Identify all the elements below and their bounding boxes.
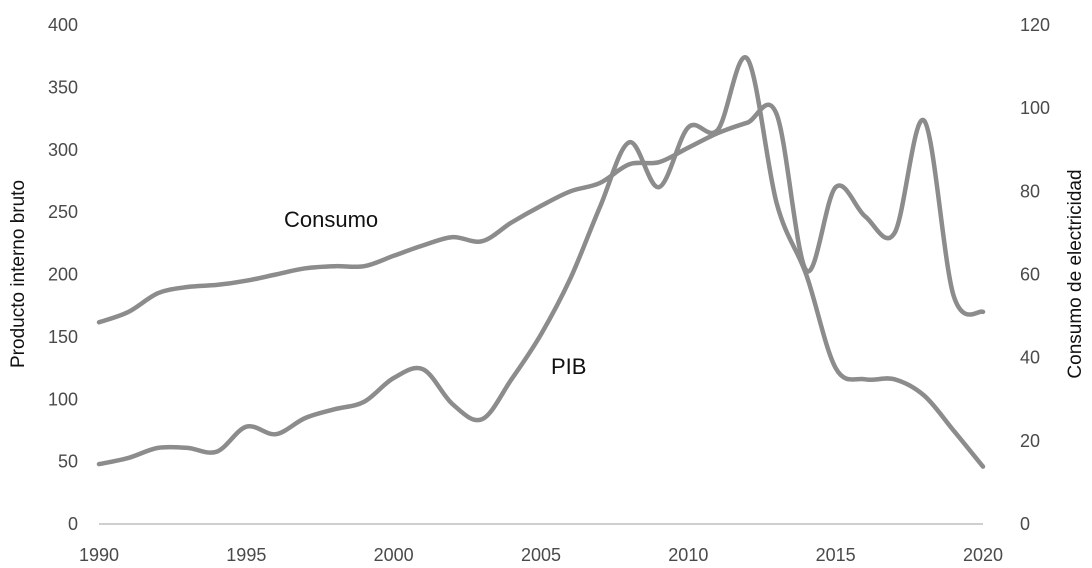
y-right-tick-label: 60 <box>1020 265 1040 285</box>
y-left-tick-label: 250 <box>48 202 78 222</box>
y-left-tick-label: 400 <box>48 15 78 35</box>
pib-series-label: PIB <box>551 354 586 379</box>
x-tick-label: 2000 <box>374 545 414 565</box>
left-axis-title: Producto interno bruto <box>8 180 29 368</box>
y-left-tick-label: 300 <box>48 140 78 160</box>
right-axis-ticks: 0 20 40 60 80 100 120 <box>1020 15 1050 534</box>
y-right-tick-label: 40 <box>1020 348 1040 368</box>
x-tick-label: 2005 <box>521 545 561 565</box>
left-axis-ticks: 0 50 100 150 200 250 300 350 400 <box>48 15 78 534</box>
x-tick-label: 2010 <box>668 545 708 565</box>
y-left-tick-label: 100 <box>48 389 78 409</box>
x-tick-label: 2015 <box>816 545 856 565</box>
series-lines <box>96 55 986 469</box>
y-right-tick-label: 120 <box>1020 15 1050 35</box>
y-right-tick-label: 100 <box>1020 98 1050 118</box>
pib-series-line <box>96 55 986 469</box>
y-right-tick-label: 0 <box>1020 514 1030 534</box>
y-left-tick-label: 150 <box>48 327 78 347</box>
consumo-series-line <box>96 102 986 325</box>
x-tick-label: 1990 <box>79 545 119 565</box>
y-right-tick-label: 80 <box>1020 181 1040 201</box>
x-tick-label: 2020 <box>963 545 1003 565</box>
y-left-tick-label: 0 <box>68 514 78 534</box>
y-left-tick-label: 200 <box>48 265 78 285</box>
right-axis-title: Consumo de electricidad <box>1065 169 1086 378</box>
y-left-tick-label: 50 <box>58 452 78 472</box>
consumo-series-label: Consumo <box>284 207 378 232</box>
y-right-tick-label: 20 <box>1020 431 1040 451</box>
x-tick-label: 1995 <box>226 545 266 565</box>
x-axis-ticks: 1990 1995 2000 2005 2010 2015 2020 <box>79 545 1003 565</box>
y-left-tick-label: 350 <box>48 77 78 97</box>
